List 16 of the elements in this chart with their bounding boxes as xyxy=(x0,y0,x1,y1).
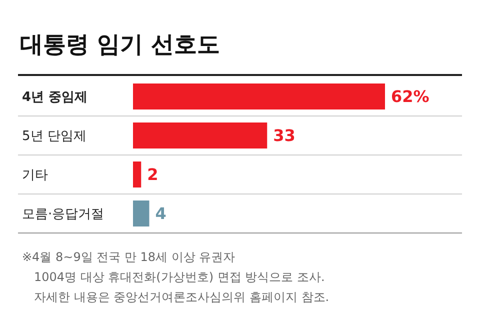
chart-title: 대통령 임기 선호도 xyxy=(20,32,220,58)
bar xyxy=(133,200,150,226)
y-tick-label: 4년 중임제 xyxy=(22,90,88,106)
data-label: 4 xyxy=(155,204,166,224)
data-label: 2 xyxy=(147,165,158,184)
text: 1004명 대상 휴대전화(가상번호) 면접 방식으로 조사. xyxy=(34,270,325,284)
bar xyxy=(133,122,268,148)
bar xyxy=(133,162,142,188)
data-label: 62% xyxy=(391,87,430,106)
text: 자세한 내용은 중앙선거여론조사심의위 홈페이지 참조. xyxy=(34,290,330,304)
data-label: 33 xyxy=(273,126,296,146)
text: ※4월 8~9일 전국 만 18세 이상 유권자 xyxy=(22,250,236,264)
y-tick-label: 기타 xyxy=(22,168,48,184)
bar xyxy=(133,84,385,110)
y-tick-label: 모름·응답거절 xyxy=(22,207,104,222)
y-tick-label: 5년 단임제 xyxy=(22,129,86,144)
